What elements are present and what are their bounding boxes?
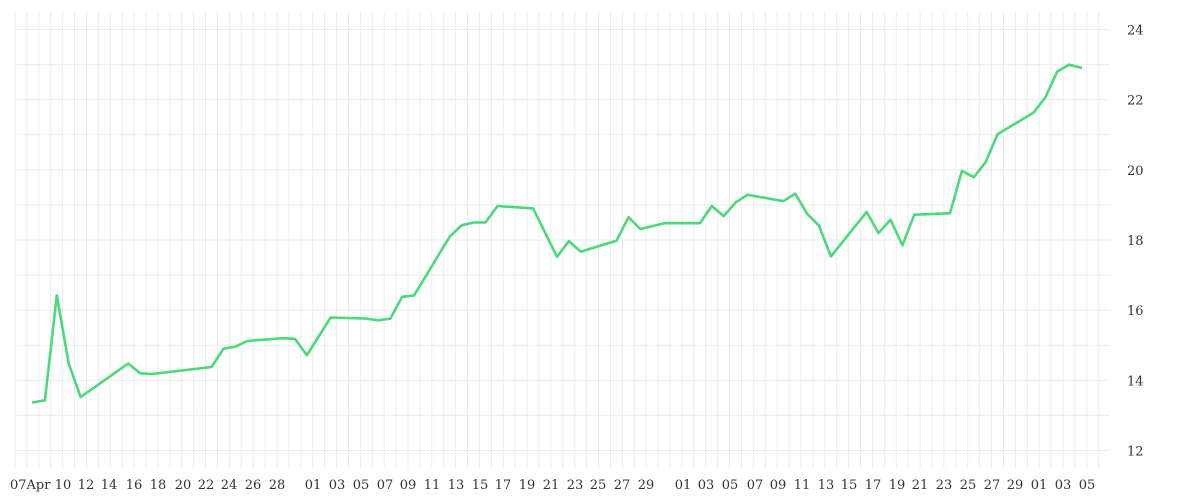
y-tick-label: 18 (1127, 234, 1144, 249)
x-tick-label: 14 (101, 478, 118, 493)
x-tick-label: 29 (1007, 478, 1024, 493)
x-tick-label: 19 (519, 478, 536, 493)
x-tick-label: 21 (912, 478, 929, 493)
x-tick-label: 25 (960, 478, 977, 493)
x-tick-label: 10 (55, 478, 72, 493)
x-tick-label: 29 (638, 478, 655, 493)
x-tick-label: 23 (936, 478, 953, 493)
x-tick-label: 20 (175, 478, 192, 493)
x-tick-label: 09 (770, 478, 787, 493)
x-tick-label: 11 (424, 478, 441, 493)
x-tick-label: 03 (329, 478, 346, 493)
x-tick-label: 25 (590, 478, 607, 493)
x-tick-label: 03 (698, 478, 715, 493)
x-tick-label: 16 (126, 478, 143, 493)
x-tick-label: 07 (747, 478, 764, 493)
x-tick-label: 13 (448, 478, 465, 493)
x-tick-label: 07Apr (10, 478, 51, 493)
x-tick-label: 27 (614, 478, 631, 493)
x-tick-label: 09 (400, 478, 417, 493)
x-tick-label: 11 (794, 478, 811, 493)
x-tick-label: 01 (1031, 478, 1048, 493)
x-tick-label: 07 (377, 478, 394, 493)
horizontal-gridlines (15, 29, 1110, 451)
y-tick-label: 12 (1127, 445, 1144, 460)
y-tick-label: 20 (1127, 164, 1144, 179)
x-tick-label: 13 (818, 478, 835, 493)
x-tick-label: 15 (841, 478, 858, 493)
x-tick-label: 17 (865, 478, 882, 493)
y-tick-label: 24 (1127, 24, 1144, 39)
x-tick-label: 15 (472, 478, 489, 493)
x-tick-label: 05 (353, 478, 370, 493)
x-tick-label: 05 (722, 478, 739, 493)
x-tick-label: 05 (1079, 478, 1096, 493)
series-line (31, 63, 1083, 404)
x-tick-label: 12 (78, 478, 95, 493)
x-tick-label: 27 (984, 478, 1001, 493)
y-axis: 12 14 16 18 20 22 24 (1127, 24, 1144, 460)
x-tick-label: 01 (675, 478, 692, 493)
x-axis: 07Apr 10 12 14 16 18 20 22 24 26 28 01 03 05 07 09 11 13 1… (10, 478, 1095, 493)
x-tick-label: 24 (221, 478, 238, 493)
x-tick-label: 22 (198, 478, 215, 493)
x-tick-label: 23 (567, 478, 584, 493)
x-tick-label: 28 (269, 478, 286, 493)
series-layer (31, 63, 1083, 404)
x-tick-label: 17 (495, 478, 512, 493)
x-tick-label: 01 (305, 478, 322, 493)
y-tick-label: 16 (1127, 304, 1144, 319)
y-tick-label: 22 (1127, 94, 1144, 109)
x-tick-label: 21 (543, 478, 560, 493)
x-tick-label: 03 (1055, 478, 1072, 493)
x-tick-label: 19 (889, 478, 906, 493)
x-tick-label: 26 (245, 478, 262, 493)
x-tick-label: 18 (150, 478, 167, 493)
y-tick-label: 14 (1127, 374, 1144, 389)
